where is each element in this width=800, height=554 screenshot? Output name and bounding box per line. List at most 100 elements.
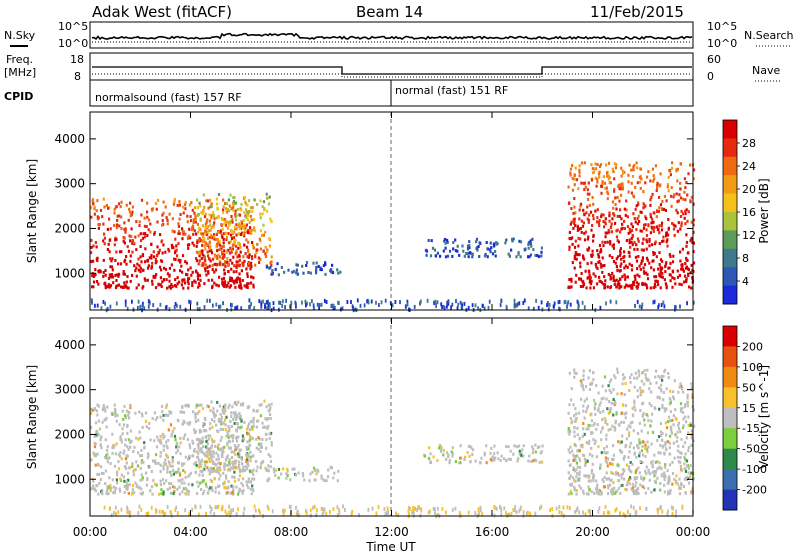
range-cell (337, 469, 340, 473)
range-cell (583, 161, 586, 165)
range-cell (274, 267, 277, 271)
range-cell (138, 264, 141, 268)
range-cell (578, 208, 581, 212)
range-cell (97, 472, 100, 476)
range-cell (211, 268, 214, 272)
range-cell (634, 220, 637, 224)
range-cell (246, 406, 249, 410)
range-cell (639, 210, 642, 214)
range-cell (496, 451, 499, 455)
range-cell (592, 170, 596, 174)
range-cell (186, 273, 189, 277)
range-cell (239, 470, 242, 474)
range-cell (466, 247, 470, 251)
range-cell (429, 452, 432, 456)
range-cell (200, 480, 203, 484)
range-cell (197, 451, 200, 455)
range-cell (580, 181, 583, 185)
range-cell (662, 207, 665, 211)
range-cell (210, 216, 213, 220)
range-cell (104, 482, 107, 485)
range-cell (659, 488, 662, 492)
range-cell (595, 491, 598, 495)
range-cell (202, 209, 205, 213)
range-cell (660, 221, 664, 225)
range-cell (235, 263, 238, 267)
range-cell (325, 479, 328, 483)
range-cell (669, 169, 672, 173)
range-cell (179, 213, 182, 216)
range-cell (135, 485, 138, 489)
range-cell (568, 278, 571, 281)
range-cell (212, 213, 215, 217)
range-cell (491, 455, 494, 459)
range-cell (633, 477, 636, 481)
range-cell (220, 415, 223, 419)
range-cell (579, 486, 582, 490)
range-cell (270, 272, 273, 276)
range-cell (658, 461, 661, 465)
range-cell (629, 230, 632, 234)
range-cell (576, 465, 579, 469)
range-cell (605, 445, 608, 449)
range-cell (665, 284, 668, 288)
range-cell (163, 482, 166, 486)
range-cell (478, 255, 481, 258)
range-cell (474, 459, 477, 463)
range-cell (324, 272, 327, 276)
range-cell (183, 420, 186, 424)
nsearch-label: N.Search (744, 29, 794, 42)
range-cell (684, 262, 687, 265)
range-cell (249, 487, 252, 491)
range-cell (173, 284, 177, 287)
range-cell (178, 280, 181, 284)
range-cell (574, 455, 577, 458)
range-cell (315, 265, 318, 269)
range-cell (627, 424, 630, 428)
range-cell (204, 418, 207, 421)
range-cell (118, 272, 121, 276)
range-cell (628, 227, 631, 231)
range-cell (575, 273, 578, 277)
range-cell (232, 488, 235, 492)
range-cell (431, 246, 435, 250)
ground-scatter-cell (242, 511, 245, 516)
ground-scatter-cell (338, 510, 341, 515)
range-cell (669, 398, 672, 402)
range-cell (235, 466, 238, 470)
range-cell (228, 285, 231, 289)
range-cell (214, 486, 217, 490)
range-cell (134, 411, 137, 415)
range-cell (640, 477, 643, 480)
range-cell (685, 277, 688, 281)
range-cell (210, 233, 213, 237)
colorbar-segment (723, 407, 737, 429)
range-cell (286, 467, 289, 471)
range-cell (260, 403, 263, 407)
ground-scatter-cell (527, 306, 530, 311)
range-cell (454, 238, 457, 242)
range-cell (640, 262, 643, 266)
range-cell (597, 255, 601, 259)
range-cell (235, 485, 238, 489)
range-cell (616, 195, 619, 199)
ground-scatter-cell (667, 509, 669, 514)
range-cell (610, 391, 613, 394)
range-cell (692, 223, 695, 227)
range-cell (493, 452, 496, 456)
range-cell (168, 266, 171, 270)
colorbar-segment (723, 230, 737, 250)
range-cell (102, 222, 105, 226)
range-cell (113, 403, 116, 407)
range-cell (139, 270, 142, 274)
range-cell (438, 443, 442, 447)
range-cell (119, 479, 123, 482)
range-cell (104, 273, 107, 277)
range-cell (631, 225, 634, 229)
range-cell (223, 485, 226, 489)
range-cell (658, 263, 661, 266)
range-cell (205, 450, 208, 454)
range-cell (614, 221, 617, 225)
range-cell (177, 225, 181, 228)
